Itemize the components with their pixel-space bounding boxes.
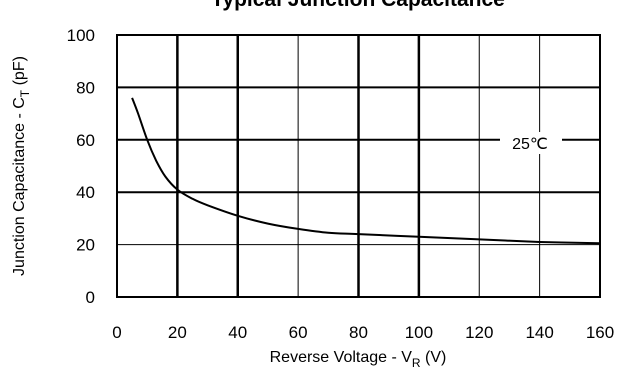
y-tick-label: 100 [67, 26, 95, 45]
x-tick-labels: 0 20 40 60 80 100 120 140 160 [112, 323, 614, 342]
x-tick-label: 160 [586, 323, 614, 342]
x-tick-label: 60 [289, 323, 308, 342]
y-tick-label: 0 [86, 288, 95, 307]
x-axis-label-main: Reverse Voltage - V [270, 349, 413, 366]
y-tick-label: 20 [76, 236, 95, 255]
temperature-annotation: 25℃ [512, 136, 548, 153]
y-tick-label: 60 [76, 131, 95, 150]
y-tick-label: 40 [76, 183, 95, 202]
x-tick-label: 140 [525, 323, 553, 342]
x-tick-label: 40 [228, 323, 247, 342]
x-tick-label: 0 [112, 323, 121, 342]
x-tick-label: 20 [168, 323, 187, 342]
x-axis-label: Reverse Voltage - VR (V) [270, 349, 447, 370]
y-axis-label: Junction Capacitance - CT (pF) [11, 56, 32, 276]
y-axis-label-unit: (pF) [11, 56, 28, 90]
y-tick-label: 80 [76, 78, 95, 97]
x-tick-label: 80 [349, 323, 368, 342]
y-tick-labels: 0 20 40 60 80 100 [67, 26, 95, 307]
chart-title: Typical Junction Capacitance [211, 0, 505, 11]
x-tick-label: 100 [405, 323, 433, 342]
x-axis-label-subscript: R [412, 356, 421, 370]
x-axis-label-unit: (V) [421, 349, 447, 366]
y-axis-label-main: Junction Capacitance - C [11, 97, 28, 276]
x-tick-label: 120 [465, 323, 493, 342]
